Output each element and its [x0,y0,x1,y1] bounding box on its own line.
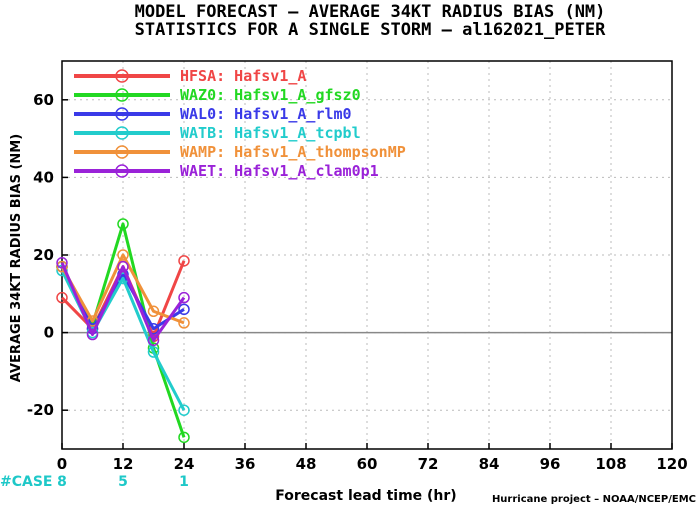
legend-label: HFSA: Hafsv1_A [180,67,306,85]
legend-label: WAL0: Hafsv1_A_rlm0 [180,105,352,123]
y-axis-ticks: -20 0 20 40 60 [27,91,68,419]
chart-title: MODEL FORECAST – AVERAGE 34KT RADIUS BIA… [134,2,606,22]
x-axis-ticks: 0 12 24 36 48 60 72 84 96 108 120 [57,443,688,473]
legend-marker [115,126,129,140]
y-axis-label: AVERAGE 34KT RADIUS BIAS (NM) [9,134,24,382]
grid [62,61,672,449]
data-point [178,291,190,304]
x-tick-label: 48 [296,455,317,473]
data-point [56,257,68,269]
case-label: #CASE [0,474,53,490]
legend-marker [115,145,129,159]
x-tick-label: 96 [540,455,561,473]
x-tick-label: 24 [174,455,195,473]
data-point [178,404,190,416]
x-tick-label: 72 [418,455,439,473]
legend-item: WAL0: Hafsv1_A_rlm0 [74,105,352,123]
series-layer [56,218,190,444]
series [56,218,190,444]
data-point [56,291,68,304]
series [56,249,190,329]
data-point [117,249,129,261]
data-point [178,317,190,329]
legend-label: WATB: Hafsv1_A_tcpbl [180,124,361,142]
series-line [60,269,186,411]
data-point [56,260,68,273]
legend-label: WAET: Hafsv1_A_clam0p1 [180,162,379,180]
legend-item: WAET: Hafsv1_A_clam0p1 [74,162,379,180]
legend-label: WAZ0: Hafsv1_A_gfsz0 [180,86,361,104]
case-count: 1 [179,474,189,490]
x-tick-label: 60 [357,455,378,473]
case-count: 8 [57,474,67,490]
legend-item: WAMP: Hafsv1_A_thompsonMP [74,143,406,161]
x-tick-label: 84 [479,455,500,473]
y-tick-label: 0 [44,324,54,342]
x-tick-label: 0 [57,455,67,473]
y-tick-label: 20 [33,246,54,264]
legend-marker [115,69,129,83]
series [56,257,190,347]
x-tick-label: 120 [656,455,687,473]
data-point [178,431,190,444]
data-point [147,334,160,347]
legend-item: HFSA: Hafsv1_A [74,67,306,85]
y-tick-label: -20 [27,401,54,419]
case-counts: 8 5 1 [57,474,189,490]
data-point [117,218,129,230]
legend-item: WAZ0: Hafsv1_A_gfsz0 [74,86,361,104]
x-tick-label: 36 [235,455,256,473]
series-line [60,253,185,325]
data-point [147,346,160,358]
legend-marker [115,164,129,178]
legend-item: WATB: Hafsv1_A_tcpbl [74,124,361,142]
data-point [86,328,99,341]
x-tick-label: 12 [113,455,134,473]
y-tick-label: 40 [33,168,54,186]
data-point [117,260,129,273]
legend-label: WAMP: Hafsv1_A_thompsonMP [180,143,406,161]
legend-marker [115,88,129,102]
case-count: 5 [118,474,128,490]
data-point [147,305,160,318]
x-tick-label: 108 [595,455,626,473]
y-tick-label: 60 [33,91,54,109]
data-point [178,255,190,267]
legend-marker [115,107,129,121]
series-line [60,262,186,342]
data-point [178,303,190,316]
x-axis-label: Forecast lead time (hr) [275,488,456,504]
chart-subtitle: STATISTICS FOR A SINGLE STORM – al162021… [134,20,606,40]
credit-text: Hurricane project – NOAA/NCEP/EMC [492,494,696,505]
